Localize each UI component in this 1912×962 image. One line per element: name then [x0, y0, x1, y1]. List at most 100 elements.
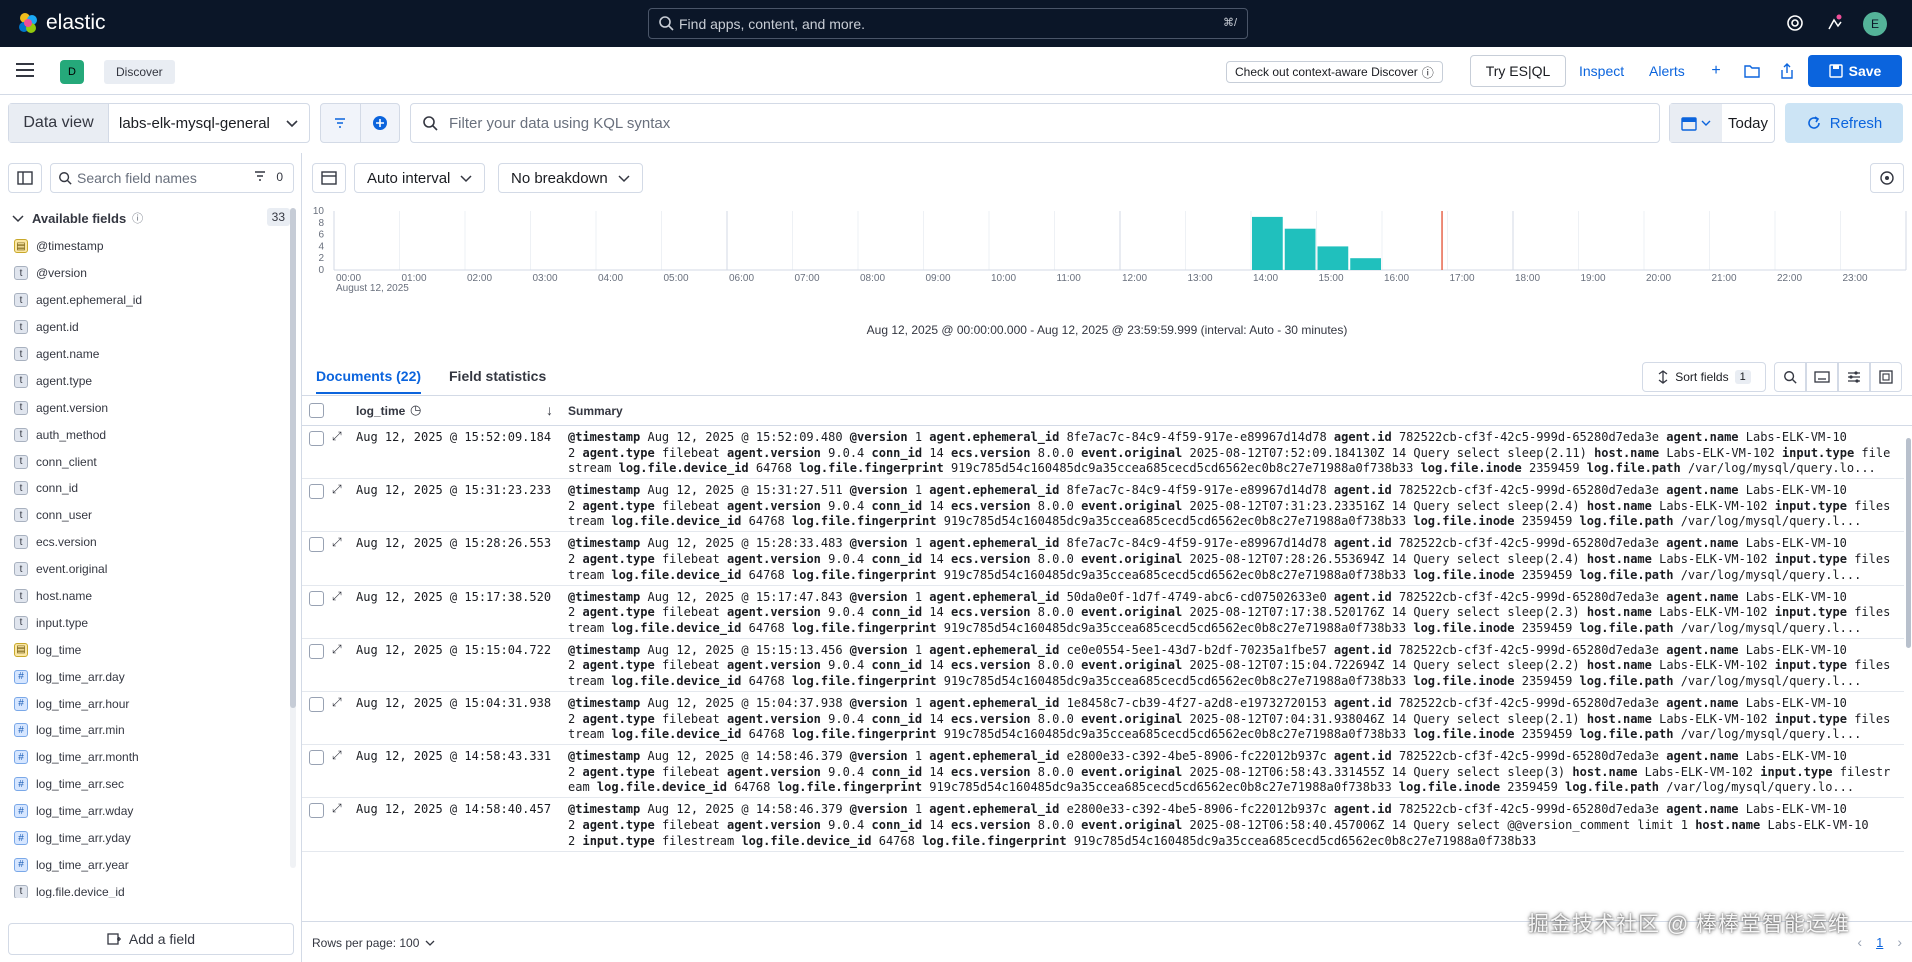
table-row[interactable]: ⤢ Aug 12, 2025 @ 15:17:38.520 @timestamp A…	[302, 586, 1904, 639]
field-item[interactable]: # log_time_arr.year	[0, 851, 290, 878]
field-item[interactable]: # log_time_arr.yday	[0, 825, 290, 852]
row-checkbox[interactable]	[309, 750, 324, 766]
data-view-picker[interactable]: Data view labs-elk-mysql-general	[8, 103, 310, 143]
table-row[interactable]: ⤢ Aug 12, 2025 @ 15:31:23.233 @timestamp A…	[302, 479, 1904, 533]
search-icon[interactable]	[1774, 362, 1806, 392]
row-checkbox[interactable]	[309, 803, 324, 819]
field-item[interactable]: # log_time_arr.hour	[0, 690, 290, 717]
field-item[interactable]: t log.file.device_id	[0, 878, 290, 898]
field-item[interactable]: t input.type	[0, 609, 290, 636]
interval-dropdown[interactable]: Auto interval	[354, 163, 486, 193]
calendar-dropdown[interactable]	[1670, 104, 1722, 142]
field-type-filter[interactable]: 0	[254, 170, 283, 184]
add-filter-icon[interactable]	[361, 104, 400, 142]
table-row[interactable]: ⤢ Aug 12, 2025 @ 14:58:43.331 @timestamp A…	[302, 745, 1904, 799]
toggle-chart-icon[interactable]	[312, 163, 346, 193]
breakdown-dropdown[interactable]: No breakdown	[498, 163, 643, 193]
table-row[interactable]: ⤢ Aug 12, 2025 @ 15:28:26.553 @timestamp A…	[302, 532, 1904, 586]
select-all-checkbox[interactable]	[309, 403, 324, 418]
filter-options-icon[interactable]	[321, 104, 361, 142]
field-item[interactable]: t conn_user	[0, 502, 290, 529]
date-picker[interactable]: Today	[1669, 103, 1775, 143]
histogram-bar[interactable]	[1350, 258, 1381, 270]
alerts-link[interactable]: Alerts	[1649, 63, 1685, 79]
date-range-label[interactable]: Today	[1727, 114, 1769, 132]
context-aware-discover-button[interactable]: Check out context-aware Discover ⓘ	[1226, 61, 1443, 83]
row-checkbox[interactable]	[309, 696, 324, 712]
table-row[interactable]: ⤢ Aug 12, 2025 @ 14:58:40.457 @timestamp A…	[302, 798, 1904, 852]
keyboard-shortcuts-icon[interactable]	[1806, 362, 1838, 392]
row-checkbox[interactable]	[309, 484, 324, 500]
sort-descending-icon[interactable]: ↓	[546, 402, 553, 418]
expand-row-icon[interactable]: ⤢	[332, 748, 342, 763]
field-item[interactable]: # log_time_arr.day	[0, 663, 290, 690]
field-item[interactable]: t agent.ephemeral_id	[0, 287, 290, 314]
page-number[interactable]: 1	[1876, 934, 1884, 950]
elastic-logo[interactable]: elastic	[16, 11, 106, 35]
field-item[interactable]: # log_time_arr.sec	[0, 771, 290, 798]
field-item[interactable]: t agent.version	[0, 394, 290, 421]
new-plus-icon[interactable]: +	[1711, 62, 1721, 79]
help-icon[interactable]	[1784, 12, 1806, 34]
row-checkbox[interactable]	[309, 590, 324, 606]
display-settings-icon[interactable]	[1838, 362, 1870, 392]
field-item[interactable]: # log_time_arr.month	[0, 744, 290, 771]
share-icon[interactable]	[1777, 61, 1797, 81]
available-fields-header[interactable]: Available fields ⓘ 33	[12, 205, 294, 231]
row-checkbox[interactable]	[309, 431, 324, 446]
next-page-icon[interactable]: ›	[1897, 934, 1902, 950]
news-feed-icon[interactable]	[1824, 12, 1846, 34]
field-item[interactable]: ▤ log_time	[0, 636, 290, 663]
data-view-select[interactable]: labs-elk-mysql-general	[109, 104, 309, 142]
column-header-log-time[interactable]: log_time	[356, 404, 406, 418]
fullscreen-icon[interactable]	[1870, 362, 1902, 392]
field-item[interactable]: t conn_id	[0, 475, 290, 502]
table-row[interactable]: ⤢ Aug 12, 2025 @ 15:52:09.184 @timestamp A…	[302, 426, 1904, 480]
expand-row-icon[interactable]: ⤢	[332, 535, 342, 550]
row-checkbox[interactable]	[309, 643, 324, 659]
field-search-input[interactable]: Search field names 0	[50, 163, 294, 193]
sort-fields-button[interactable]: Sort fields 1	[1642, 362, 1766, 392]
histogram-bar[interactable]	[1317, 246, 1349, 270]
expand-row-icon[interactable]: ⤢	[332, 588, 342, 603]
table-row[interactable]: ⤢ Aug 12, 2025 @ 15:04:31.938 @timestamp A…	[302, 692, 1904, 746]
tab-field-statistics[interactable]: Field statistics	[449, 368, 547, 384]
hamburger-menu-icon[interactable]	[16, 61, 40, 81]
expand-row-icon[interactable]: ⤢	[332, 801, 342, 816]
save-button[interactable]: Save	[1808, 55, 1902, 87]
row-checkbox[interactable]	[309, 537, 324, 553]
refresh-button[interactable]: Refresh	[1785, 103, 1903, 143]
global-search-input[interactable]: Find apps, content, and more. ⌘/	[648, 8, 1248, 39]
try-esql-button[interactable]: Try ES|QL	[1470, 55, 1566, 87]
open-folder-icon[interactable]	[1742, 61, 1762, 81]
field-item[interactable]: t @version	[0, 260, 290, 287]
histogram-bar[interactable]	[1284, 228, 1316, 270]
expand-row-icon[interactable]: ⤢	[332, 482, 342, 497]
space-avatar[interactable]: D	[60, 60, 84, 84]
field-item[interactable]: t agent.id	[0, 314, 290, 341]
add-field-button[interactable]: Add a field	[8, 923, 294, 955]
field-item[interactable]: t agent.name	[0, 341, 290, 368]
table-row[interactable]: ⤢ Aug 12, 2025 @ 15:15:04.722 @timestamp A…	[302, 639, 1904, 692]
field-item[interactable]: # log_time_arr.wday	[0, 798, 290, 825]
field-item[interactable]: t ecs.version	[0, 529, 290, 556]
field-item[interactable]: # log_time_arr.min	[0, 717, 290, 744]
prev-page-icon[interactable]: ‹	[1857, 934, 1863, 950]
field-item[interactable]: t conn_client	[0, 448, 290, 475]
grid-scrollbar[interactable]	[1906, 428, 1911, 918]
expand-row-icon[interactable]: ⤢	[332, 641, 342, 656]
collapse-sidebar-icon[interactable]	[8, 163, 42, 193]
histogram-bar[interactable]	[1252, 216, 1283, 270]
field-item[interactable]: ▤ @timestamp	[0, 233, 290, 260]
field-item[interactable]: t auth_method	[0, 421, 290, 448]
expand-row-icon[interactable]: ⤢	[332, 429, 342, 443]
breadcrumb-discover[interactable]: Discover	[104, 60, 175, 84]
user-avatar[interactable]: E	[1863, 12, 1887, 36]
kql-search-input[interactable]: Filter your data using KQL syntax	[410, 103, 1660, 143]
expand-row-icon[interactable]: ⤢	[332, 694, 342, 709]
field-item[interactable]: t event.original	[0, 556, 290, 583]
sidebar-scrollbar[interactable]	[290, 208, 296, 868]
field-item[interactable]: t agent.type	[0, 367, 290, 394]
column-header-summary[interactable]: Summary	[568, 404, 623, 418]
